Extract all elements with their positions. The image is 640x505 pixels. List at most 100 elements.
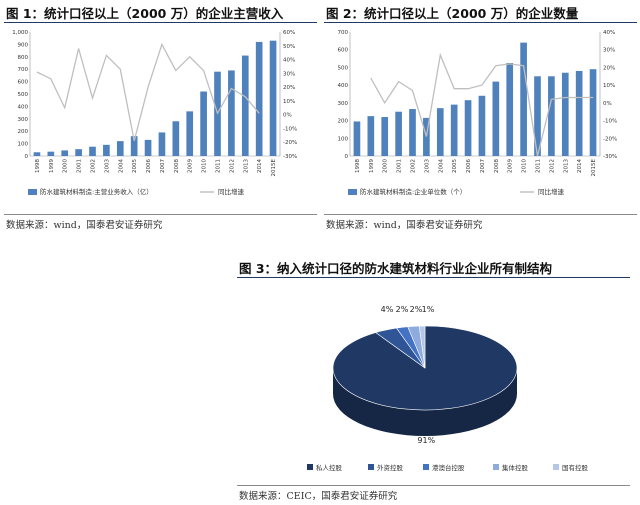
chart2-x-tick-label: 2003 <box>424 159 430 173</box>
chart2-x-tick-label: 2005 <box>452 159 458 173</box>
chart2-x-tick-label: 2013 <box>563 159 569 173</box>
pie-legend-swatch-4 <box>553 464 559 470</box>
chart1-left-tick-label: 600 <box>18 80 29 86</box>
chart2-x-tick-label: 2011 <box>536 159 542 173</box>
chart2-x-tick-label: 2015E <box>591 158 597 176</box>
figure-1-source: 数据来源：wind，国泰君安证券研究 <box>6 220 163 231</box>
chart2-bar <box>478 95 486 156</box>
chart2-right-tick-label: -10% <box>603 119 617 125</box>
chart1-right-tick-label: 0% <box>283 113 292 119</box>
chart1-left-tick-label: 200 <box>18 129 29 135</box>
chart2-legend-bar-label: 防水建筑材料制造:企业单位数（个） <box>360 187 466 196</box>
pie-legend-label-0: 私人控股 <box>316 463 343 472</box>
chart2-x-tick-label: 2002 <box>411 159 417 173</box>
chart2-bar <box>436 108 444 156</box>
pie-legend-label-4: 国有控股 <box>562 463 589 472</box>
chart2-x-tick-label: 2010 <box>522 159 528 173</box>
chart2-bar <box>575 70 583 156</box>
figure-2-title: 图 2：统计口径以上（2000 万）的企业数量 <box>326 6 579 21</box>
chart2-x-tick-label: 2014 <box>577 159 583 173</box>
chart1-right-tick-label: -30% <box>283 154 297 160</box>
chart1-left-tick-label: 900 <box>18 42 29 48</box>
pie-legend-label-3: 集体控股 <box>502 463 529 472</box>
chart2-x-tick-label: 2004 <box>438 159 444 173</box>
chart2-left-tick-label: 600 <box>338 48 349 54</box>
chart2-right-tick-label: 40% <box>603 30 615 36</box>
figure-2-chart: 0 100 200 300 400 500 600 700 -30% -20% -10% 0% 10% 2… <box>338 30 618 196</box>
chart2-bar <box>520 42 527 156</box>
pie-side-0 <box>333 368 517 436</box>
chart1-x-tick-label: 2004 <box>118 159 124 173</box>
pie-legend-swatch-1 <box>368 464 374 470</box>
chart1-right-tick-label: 60% <box>283 30 295 36</box>
figure-1-title: 图 1：统计口径以上（2000 万）的企业主营收入 <box>6 6 284 21</box>
chart1-bar <box>47 151 55 156</box>
chart1-legend-bar-swatch <box>28 189 37 195</box>
chart1-bar <box>158 132 166 156</box>
chart2-left-tick-label: 500 <box>338 65 349 71</box>
figure-1-chart: 0 100 200 300 400 500 600 700 800 900 1,000 -30% -20… <box>12 30 297 196</box>
chart2-right-tick-label: -20% <box>603 136 617 142</box>
chart1-x-tick-label: 2002 <box>91 159 97 173</box>
chart1-x-tick-label: 2007 <box>160 159 166 173</box>
chart2-right-tick-label: -30% <box>603 154 617 160</box>
figure-2-title-rule <box>324 22 637 23</box>
chart1-left-tick-label: 0 <box>25 154 29 160</box>
chart1-left-tick-label: 1,000 <box>12 30 28 36</box>
chart1-x-tick-label: 1999 <box>49 159 55 173</box>
chart1-x-tick-label: 2001 <box>77 159 83 173</box>
pie-label-2: 2% <box>396 305 409 314</box>
chart2-x-tick-label: 1998 <box>355 159 361 173</box>
chart1-bar <box>61 150 69 156</box>
chart1-right-tick-label: 40% <box>283 58 295 64</box>
chart1-bar <box>89 146 96 156</box>
chart2-legend-bar-swatch <box>348 189 357 195</box>
chart2-bar <box>561 72 569 156</box>
chart1-left-tick-label: 300 <box>18 117 29 123</box>
chart2-left-tick-label: 0 <box>345 154 349 160</box>
chart1-x-tick-label: 2008 <box>174 159 180 173</box>
chart2-bar <box>353 121 361 156</box>
chart2-right-tick-label: 20% <box>603 65 615 71</box>
chart1-left-tick-label: 700 <box>18 67 29 73</box>
chart1-bar <box>144 139 152 156</box>
chart1-bar <box>228 70 235 156</box>
chart1-left-tick-label: 100 <box>18 142 29 148</box>
figure-3-source-rule <box>237 485 630 486</box>
chart2-bar <box>450 104 458 156</box>
chart1-bar <box>241 55 249 156</box>
chart1-right-tick-label: 20% <box>283 85 295 91</box>
chart2-right-tick-label: 0% <box>603 101 612 107</box>
chart1-x-tick-label: 2009 <box>188 159 194 173</box>
pie-label-3: 2% <box>410 305 423 314</box>
chart2-bar <box>395 111 402 156</box>
figure-1-source-rule <box>4 214 317 215</box>
chart2-bar <box>548 76 555 156</box>
chart2-left-tick-label: 700 <box>338 30 349 36</box>
pie-label-0: 91% <box>417 436 435 445</box>
chart2-right-tick-label: 10% <box>603 83 615 89</box>
chart1-bar <box>103 144 110 156</box>
chart1-x-tick-label: 2012 <box>229 159 235 173</box>
chart1-right-tick-label: 10% <box>283 99 295 105</box>
figure-1: 图 1：统计口径以上（2000 万）的企业主营收入 0 100 200 300 400 5… <box>0 0 320 240</box>
chart2-left-tick-label: 300 <box>338 101 349 107</box>
chart1-right-tick-label: -10% <box>283 126 297 132</box>
chart2-left-tick-label: 100 <box>338 136 349 142</box>
chart1-legend-line-label: 同比增速 <box>218 187 245 196</box>
chart1-bar <box>130 136 138 156</box>
pie-legend-swatch-2 <box>423 464 429 470</box>
chart1-x-tick-label: 2006 <box>146 159 152 173</box>
figure-3-title: 图 3：纳入统计口径的防水建筑材料行业企业所有制结构 <box>239 261 553 276</box>
pie-legend-swatch-3 <box>493 464 499 470</box>
chart1-left-tick-label: 400 <box>18 104 29 110</box>
chart2-bar <box>367 116 375 156</box>
chart1-bar <box>200 91 207 156</box>
figure-3-title-rule <box>237 277 630 278</box>
chart2-x-tick-label: 2012 <box>549 159 555 173</box>
pie-legend-swatch-0 <box>307 464 313 470</box>
chart2-x-tick-label: 2001 <box>397 159 403 173</box>
chart2-left-tick-label: 200 <box>338 119 349 125</box>
chart2-x-tick-label: 2006 <box>466 159 472 173</box>
figure-2-source: 数据来源：wind，国泰君安证券研究 <box>326 220 483 231</box>
